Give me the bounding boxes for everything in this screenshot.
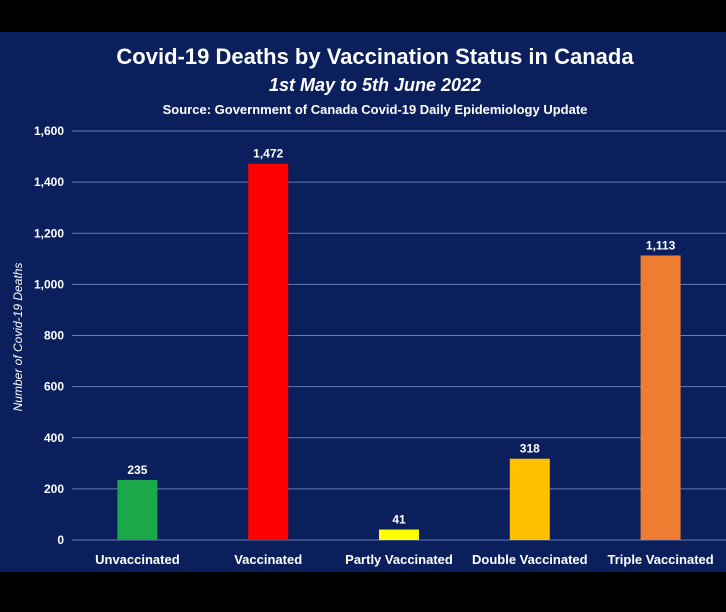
y-tick-label: 0 bbox=[57, 533, 64, 547]
x-category-label: Vaccinated bbox=[234, 552, 302, 567]
bar bbox=[509, 458, 550, 540]
data-labels: 235 1,472 41 318 1,113 bbox=[127, 147, 675, 527]
x-category-label: Unvaccinated bbox=[95, 552, 180, 567]
chart-title: Covid-19 Deaths by Vaccination Status in… bbox=[116, 44, 634, 69]
x-category-label: Partly Vaccinated bbox=[345, 552, 453, 567]
y-tick-label: 400 bbox=[44, 431, 64, 445]
y-tick-label: 1,000 bbox=[34, 277, 64, 291]
bars bbox=[117, 163, 681, 540]
y-tick-label: 200 bbox=[44, 482, 64, 496]
bar bbox=[248, 163, 289, 540]
data-label: 235 bbox=[127, 463, 147, 477]
y-tick-label: 1,400 bbox=[34, 175, 64, 189]
y-tick-label: 1,200 bbox=[34, 226, 64, 240]
data-label: 41 bbox=[392, 513, 406, 527]
y-tick-label: 600 bbox=[44, 380, 64, 394]
y-tick-label: 800 bbox=[44, 329, 64, 343]
chart-source: Source: Government of Canada Covid-19 Da… bbox=[163, 102, 588, 117]
chart-subtitle: 1st May to 5th June 2022 bbox=[269, 75, 481, 95]
bar bbox=[640, 255, 681, 540]
bar-chart: Covid-19 Deaths by Vaccination Status in… bbox=[11, 44, 726, 567]
y-tick-label: 1,600 bbox=[34, 124, 64, 138]
x-category-label: Double Vaccinated bbox=[472, 552, 588, 567]
y-axis-ticks: 0 200 400 600 800 1,000 1,200 1,400 1,600 bbox=[34, 124, 64, 547]
data-label: 318 bbox=[520, 442, 540, 456]
x-category-label: Triple Vaccinated bbox=[607, 552, 713, 567]
gridlines bbox=[72, 130, 726, 541]
y-axis-label: Number of Covid-19 Deaths bbox=[11, 263, 25, 412]
bar bbox=[379, 529, 419, 540]
x-axis-categories: Unvaccinated Vaccinated Partly Vaccinated D… bbox=[95, 552, 714, 567]
data-label: 1,472 bbox=[253, 147, 283, 161]
data-label: 1,113 bbox=[646, 238, 676, 252]
bar bbox=[117, 479, 158, 540]
chart-frame: Covid-19 Deaths by Vaccination Status in… bbox=[0, 32, 726, 572]
